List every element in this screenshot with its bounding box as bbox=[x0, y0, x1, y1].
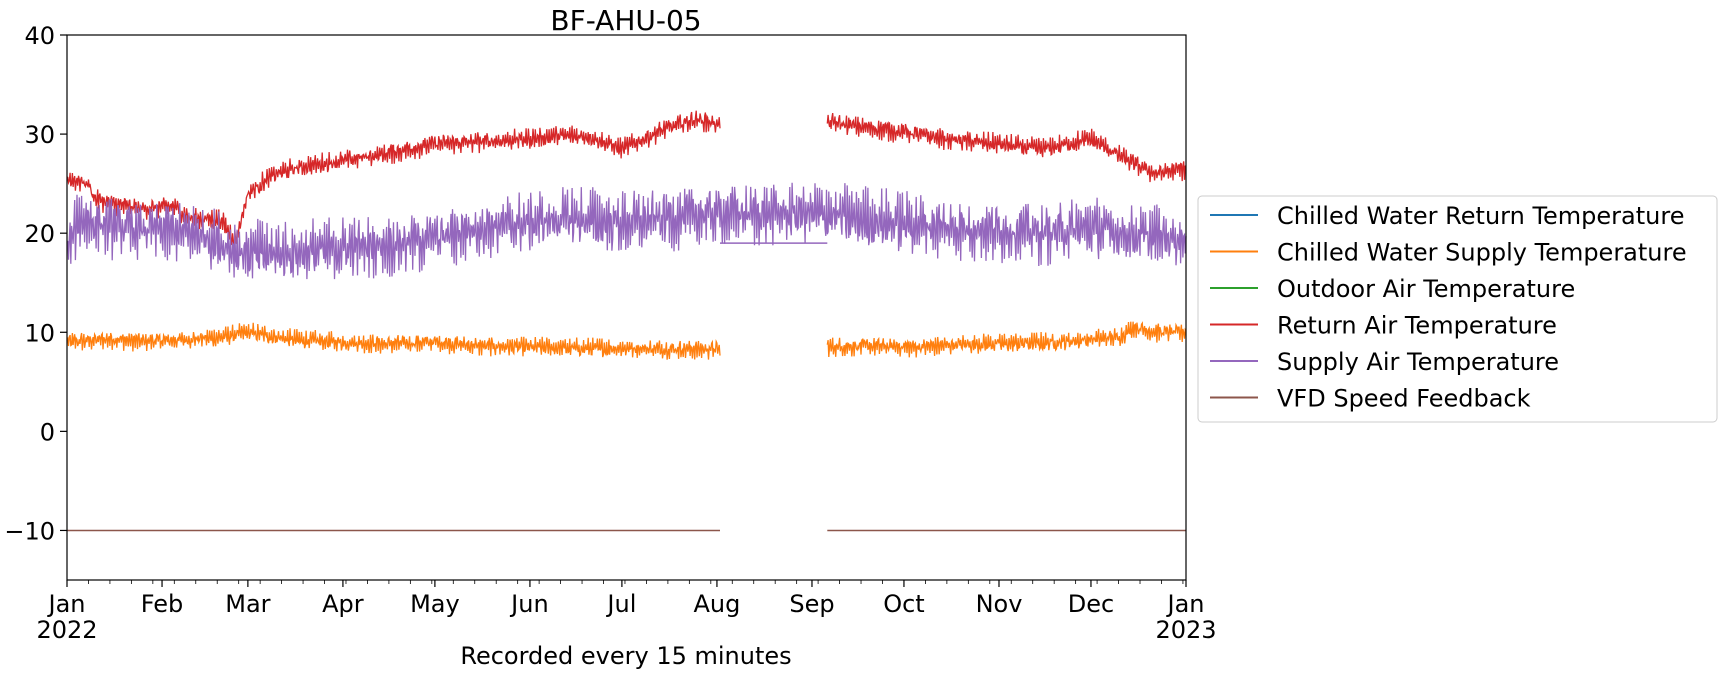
series-line bbox=[826, 112, 1187, 183]
legend-entry: Chilled Water Return Temperature bbox=[1210, 202, 1684, 230]
series-line bbox=[66, 322, 721, 360]
x-tick-label: Aug bbox=[694, 590, 741, 618]
legend-frame bbox=[1197, 195, 1718, 423]
legend-label: Chilled Water Return Temperature bbox=[1277, 202, 1684, 230]
x-tick-label: Nov bbox=[976, 590, 1023, 618]
x-tick-label: Sep bbox=[789, 590, 834, 618]
y-tick-label: −10 bbox=[4, 517, 55, 545]
legend-label: Chilled Water Supply Temperature bbox=[1277, 239, 1687, 267]
legend-label: VFD Speed Feedback bbox=[1277, 385, 1531, 413]
y-tick-label: 0 bbox=[40, 418, 55, 446]
legend-entry: Supply Air Temperature bbox=[1210, 348, 1559, 376]
legend: Chilled Water Return Temperature Chilled … bbox=[1197, 195, 1718, 423]
x-tick-label: May bbox=[410, 590, 460, 618]
series-layer bbox=[66, 110, 1187, 532]
legend-entry: Chilled Water Supply Temperature bbox=[1210, 239, 1687, 267]
legend-items: Chilled Water Return Temperature Chilled … bbox=[1210, 202, 1687, 413]
series-line bbox=[66, 182, 1187, 280]
x-tick-label: Feb bbox=[141, 590, 184, 618]
x-tick-year-label: 2022 bbox=[36, 616, 97, 644]
x-tick-label: Apr bbox=[322, 590, 364, 618]
y-tick-label: 40 bbox=[24, 22, 55, 50]
x-tick-label: Jun bbox=[509, 590, 549, 618]
x-tick-label: Dec bbox=[1068, 590, 1114, 618]
y-tick-label: 30 bbox=[24, 121, 55, 149]
x-tick-label: Mar bbox=[225, 590, 270, 618]
legend-entry: Return Air Temperature bbox=[1210, 312, 1557, 340]
y-tick-label: 10 bbox=[24, 319, 55, 347]
x-axis-title: Recorded every 15 minutes bbox=[460, 642, 791, 670]
x-tick-label: Oct bbox=[883, 590, 925, 618]
legend-entry: VFD Speed Feedback bbox=[1210, 385, 1531, 413]
series-supply-air-temperature bbox=[66, 182, 1187, 280]
series-return-air-temperature bbox=[66, 110, 1187, 248]
x-tick-label: Jul bbox=[605, 590, 636, 618]
legend-entry: Outdoor Air Temperature bbox=[1210, 275, 1575, 303]
series-line bbox=[826, 321, 1187, 358]
x-tick-label: Jan bbox=[47, 590, 86, 618]
series-chilled-water-supply-temperature bbox=[66, 321, 1187, 360]
chart-title: BF-AHU-05 bbox=[550, 4, 701, 37]
legend-label: Return Air Temperature bbox=[1277, 312, 1557, 340]
y-axis: −10 0 10 20 30 40 bbox=[4, 22, 67, 545]
y-tick-label: 20 bbox=[24, 220, 55, 248]
series-line bbox=[66, 110, 721, 248]
x-tick-year-label: 2023 bbox=[1155, 616, 1216, 644]
legend-label: Outdoor Air Temperature bbox=[1277, 275, 1575, 303]
legend-label: Supply Air Temperature bbox=[1277, 348, 1559, 376]
x-tick-label: Jan bbox=[1166, 590, 1205, 618]
plot-frame bbox=[66, 34, 1187, 581]
